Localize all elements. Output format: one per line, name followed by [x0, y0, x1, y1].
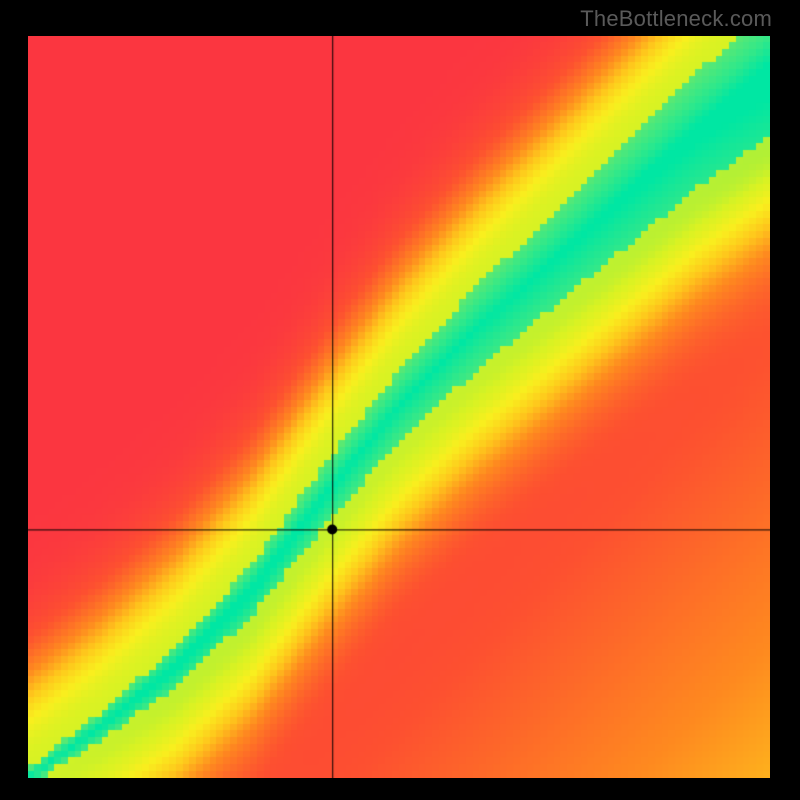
watermark-text: TheBottleneck.com — [580, 6, 772, 32]
heatmap-canvas — [28, 36, 770, 778]
plot-area — [28, 36, 770, 778]
chart-container: TheBottleneck.com — [0, 0, 800, 800]
